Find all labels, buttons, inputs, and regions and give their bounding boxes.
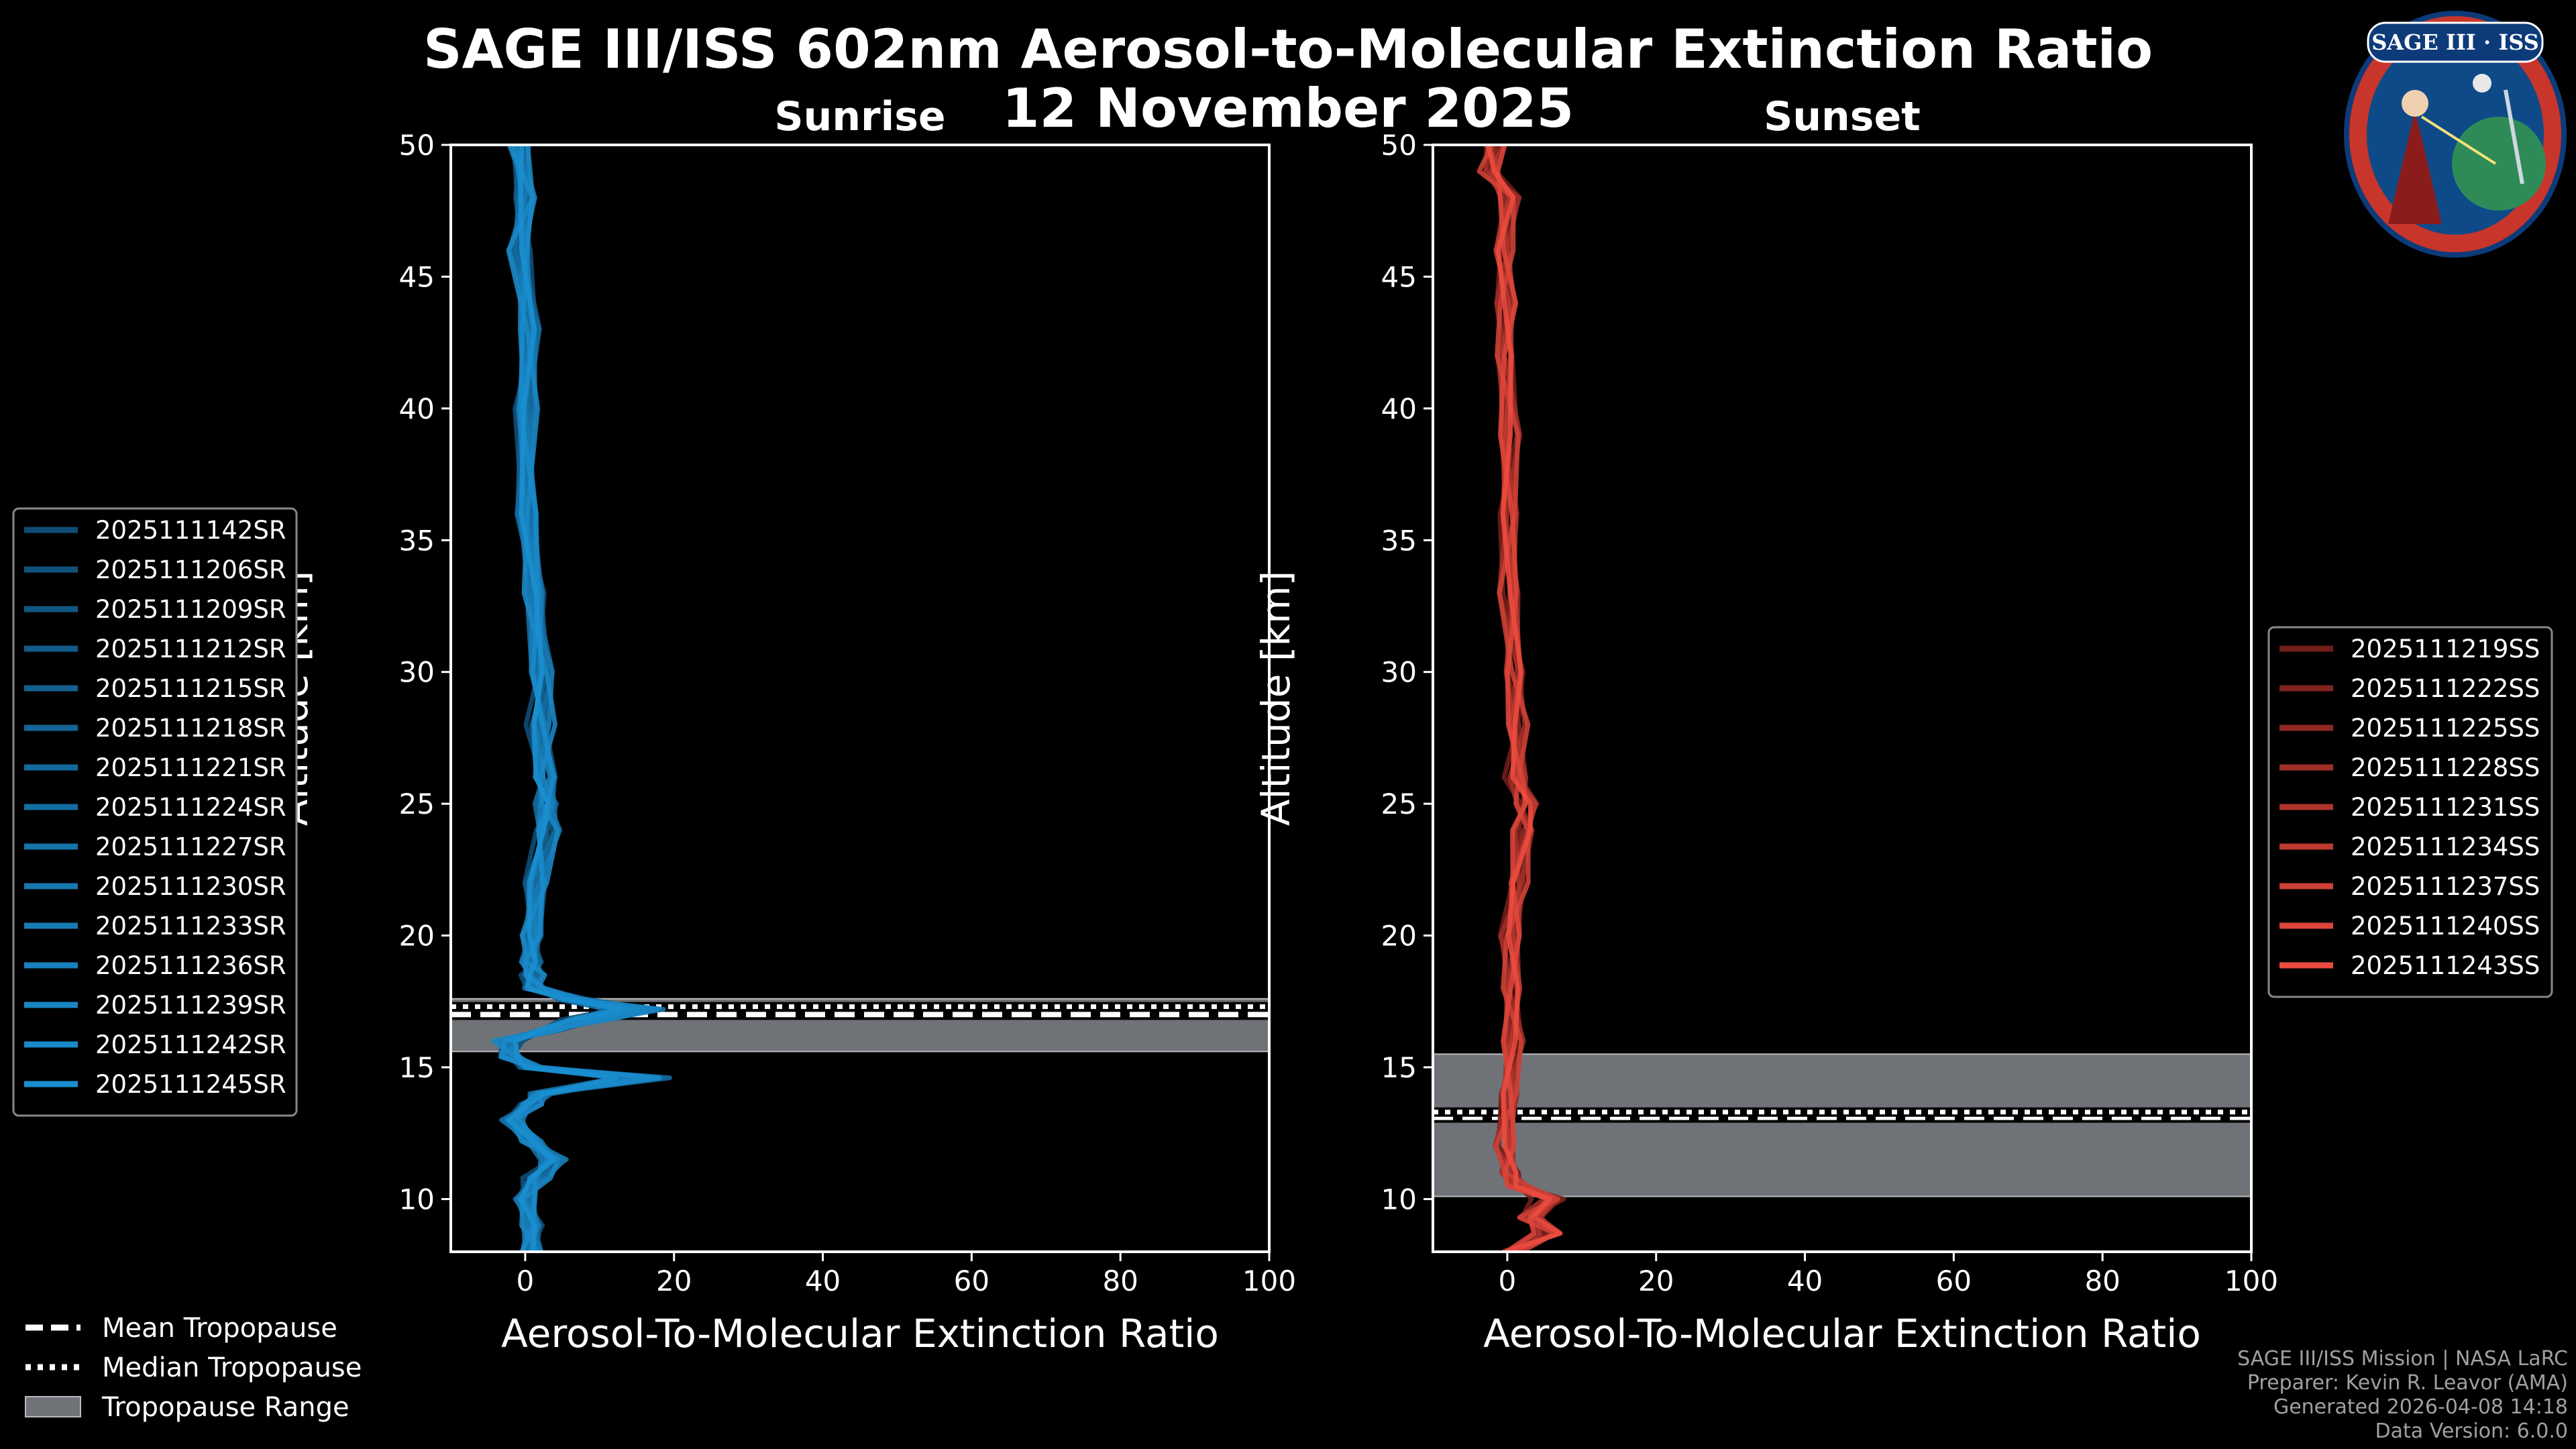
credit-generated: Generated 2026-04-08 14:18 bbox=[2273, 1395, 2568, 1419]
legend-label-2025111234SS: 2025111234SS bbox=[2351, 833, 2540, 861]
sunrise-axes-frame bbox=[449, 144, 1271, 1253]
credit-mission: SAGE III/ISS Mission | NASA LaRC bbox=[2237, 1347, 2568, 1371]
sunset-panel: 0 20 40 60 80 100 10 15 20 25 30 35 40 45 50 Aerosol-To… bbox=[1253, 93, 2278, 1356]
sunrise-ytick-label: 20 bbox=[399, 920, 435, 953]
legend-label-2025111227SR: 2025111227SR bbox=[95, 833, 286, 861]
sunset-xtick-label: 0 bbox=[1499, 1265, 1517, 1297]
sunrise-xtick-label: 0 bbox=[517, 1265, 535, 1297]
legend-label-2025111218SR: 2025111218SR bbox=[95, 714, 286, 743]
sunset-ytick-label: 15 bbox=[1381, 1051, 1417, 1084]
sunset-ytick-label: 10 bbox=[1381, 1183, 1417, 1216]
sunset-ytick-label: 50 bbox=[1381, 129, 1417, 162]
sunset-tropopause-range-band bbox=[1432, 1053, 2252, 1197]
profile-line-2025111245SR bbox=[506, 145, 623, 1252]
legend-label-2025111236SR: 2025111236SR bbox=[95, 951, 286, 980]
sunrise-title: Sunrise bbox=[774, 93, 945, 140]
sunrise-ytick-label: 10 bbox=[399, 1183, 435, 1216]
credit-version: Data Version: 6.0.0 bbox=[2375, 1419, 2568, 1443]
figure-title: SAGE III/ISS 602nm Aerosol-to-Molecular … bbox=[423, 18, 2153, 80]
sunrise-ytick-label: 30 bbox=[399, 656, 435, 689]
sunset-ytick-label: 45 bbox=[1381, 260, 1417, 293]
sunrise-ytick-label: 15 bbox=[399, 1051, 435, 1084]
sunrise-ytick-label: 35 bbox=[399, 524, 435, 557]
sunrise-xtick-label: 20 bbox=[656, 1265, 692, 1297]
sunset-legend: 2025111219SS 2025111222SS 2025111225SS 2025… bbox=[2267, 626, 2553, 998]
sunset-axes-frame bbox=[1432, 144, 2253, 1253]
legend-label-2025111230SR: 2025111230SR bbox=[95, 872, 286, 901]
sunrise-xtick-label: 40 bbox=[805, 1265, 841, 1297]
legend-label-2025111243SS: 2025111243SS bbox=[2351, 951, 2540, 980]
tropopause-legend-label: Median Tropopause bbox=[102, 1352, 362, 1383]
sage-mission-patch-logo: SAGE III · ISS bbox=[2344, 11, 2567, 258]
legend-label-2025111245SR: 2025111245SR bbox=[95, 1070, 286, 1099]
profile-line-2025111240SS bbox=[1495, 145, 1551, 1252]
sunset-ytick-label: 30 bbox=[1381, 656, 1417, 689]
sunrise-xtick-label: 80 bbox=[1102, 1265, 1138, 1297]
sunrise-ytick-label: 40 bbox=[399, 392, 435, 425]
sunrise-panel: 0 20 40 60 80 100 10 15 20 25 30 35 40 45 50 Aerosol-To… bbox=[271, 93, 1296, 1356]
sunset-ytick-label: 25 bbox=[1381, 788, 1417, 820]
sunrise-plot-area bbox=[451, 145, 1269, 1252]
sunset-ytick-label: 40 bbox=[1381, 392, 1417, 425]
tropopause-legend: Mean Tropopause Median Tropopause Tropopau… bbox=[25, 1313, 362, 1423]
figure-date: 12 November 2025 bbox=[1002, 77, 1574, 140]
sunrise-xtick-label: 60 bbox=[954, 1265, 989, 1297]
sunset-xtick-label: 60 bbox=[1936, 1265, 1972, 1297]
legend-label-2025111142SR: 2025111142SR bbox=[95, 516, 286, 545]
tropopause-legend-label: Tropopause Range bbox=[101, 1392, 350, 1423]
sunrise-ytick-label: 45 bbox=[399, 260, 435, 293]
legend-label-2025111209SR: 2025111209SR bbox=[95, 595, 286, 624]
legend-label-2025111233SR: 2025111233SR bbox=[95, 912, 286, 941]
legend-label-2025111222SS: 2025111222SS bbox=[2351, 674, 2540, 703]
legend-label-2025111219SS: 2025111219SS bbox=[2351, 635, 2540, 663]
tropopause-legend-label: Mean Tropopause bbox=[102, 1313, 337, 1344]
legend-label-2025111224SR: 2025111224SR bbox=[95, 793, 286, 822]
credits-block: SAGE III/ISS Mission | NASA LaRC Prepare… bbox=[2237, 1347, 2568, 1444]
sunset-ytick-label: 20 bbox=[1381, 920, 1417, 953]
legend-label-2025111239SR: 2025111239SR bbox=[95, 991, 286, 1020]
sunrise-legend-frame bbox=[12, 507, 298, 1117]
legend-label-2025111225SS: 2025111225SS bbox=[2351, 714, 2540, 743]
sunset-title: Sunset bbox=[1764, 93, 1921, 140]
legend-label-2025111237SS: 2025111237SS bbox=[2351, 872, 2540, 901]
legend-label-2025111221SR: 2025111221SR bbox=[95, 753, 286, 782]
legend-label-2025111206SR: 2025111206SR bbox=[95, 555, 286, 584]
sunrise-legend: 2025111142SR 2025111206SR 2025111209SR 2025… bbox=[12, 507, 298, 1117]
sunrise-profiles bbox=[491, 145, 672, 1252]
profile-line-2025111242SR bbox=[499, 145, 662, 1252]
sunrise-ytick-label: 25 bbox=[399, 788, 435, 820]
sunrise-xlabel: Aerosol-To-Molecular Extinction Ratio bbox=[501, 1311, 1219, 1356]
sunset-xtick-label: 40 bbox=[1787, 1265, 1823, 1297]
sunrise-ytick-label: 50 bbox=[399, 129, 435, 162]
legend-label-2025111212SR: 2025111212SR bbox=[95, 635, 286, 663]
profile-line-2025111243SS bbox=[1485, 145, 1562, 1252]
sunset-profiles bbox=[1477, 145, 1566, 1252]
sunset-xtick-label: 80 bbox=[2084, 1265, 2120, 1297]
sunset-legend-frame bbox=[2267, 626, 2553, 998]
sunset-ylabel: Altitude [km] bbox=[1253, 571, 1299, 826]
sunset-xtick-label: 100 bbox=[2224, 1265, 2278, 1297]
legend-label-2025111228SS: 2025111228SS bbox=[2351, 753, 2540, 782]
logo-text: SAGE III · ISS bbox=[2371, 30, 2539, 55]
profile-line-2025111237SS bbox=[1477, 145, 1560, 1252]
legend-label-2025111215SR: 2025111215SR bbox=[95, 674, 286, 703]
sunset-ytick-label: 35 bbox=[1381, 524, 1417, 557]
sunset-xtick-label: 20 bbox=[1638, 1265, 1674, 1297]
legend-label-2025111231SS: 2025111231SS bbox=[2351, 793, 2540, 822]
sunset-xlabel: Aerosol-To-Molecular Extinction Ratio bbox=[1483, 1311, 2201, 1356]
credit-preparer: Preparer: Kevin R. Leavor (AMA) bbox=[2247, 1371, 2568, 1395]
legend-swatch-tropopause-range bbox=[25, 1396, 81, 1417]
legend-label-2025111240SS: 2025111240SS bbox=[2351, 912, 2540, 941]
legend-label-2025111242SR: 2025111242SR bbox=[95, 1030, 286, 1059]
sunrise-xtick-label: 100 bbox=[1242, 1265, 1296, 1297]
